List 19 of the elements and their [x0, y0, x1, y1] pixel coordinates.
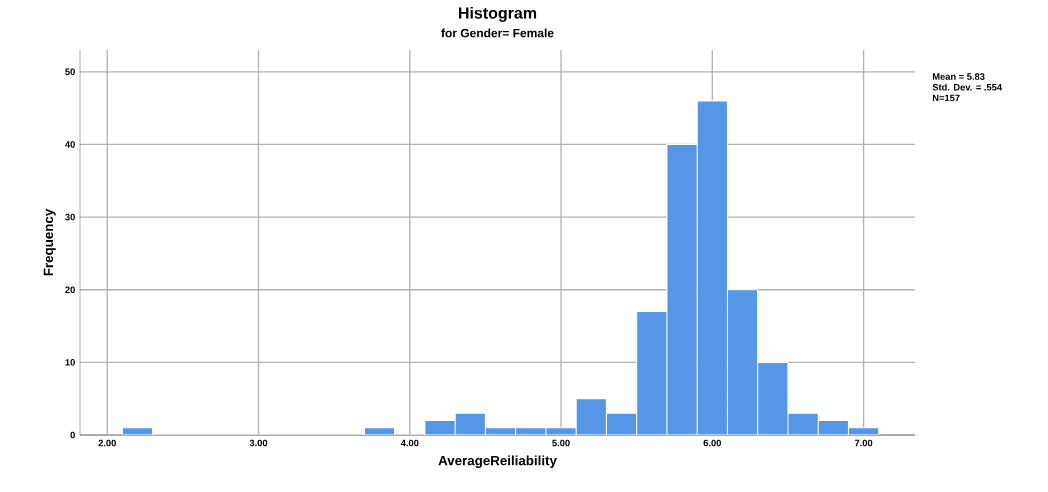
text: N=157: [932, 94, 960, 102]
text: Std. Dev. = .554: [932, 83, 1002, 91]
chart-title: Histogram: [459, 6, 537, 22]
x-axis-title: AverageReiliability: [438, 455, 557, 468]
x-tick-label: 7.00: [854, 439, 873, 447]
x-tick-label: 2.00: [98, 439, 116, 447]
y-tick-label: 50: [65, 68, 75, 76]
y-tick-label: 10: [65, 359, 75, 366]
y-tick-label: 40: [65, 141, 75, 148]
y-tick-label: 30: [65, 213, 75, 221]
y-tick-label: 0: [70, 431, 75, 439]
x-tick-label: 4.00: [400, 439, 419, 447]
x-tick-label: 6.00: [703, 439, 722, 447]
x-tick-label: 5.00: [552, 439, 570, 447]
text: Mean = 5.83: [932, 73, 985, 80]
chart-subtitle: for Gender= Female: [441, 28, 554, 38]
y-axis-title: Frequency: [43, 208, 56, 276]
x-tick-label: 3.00: [249, 439, 268, 447]
y-tick-label: 20: [65, 286, 75, 294]
